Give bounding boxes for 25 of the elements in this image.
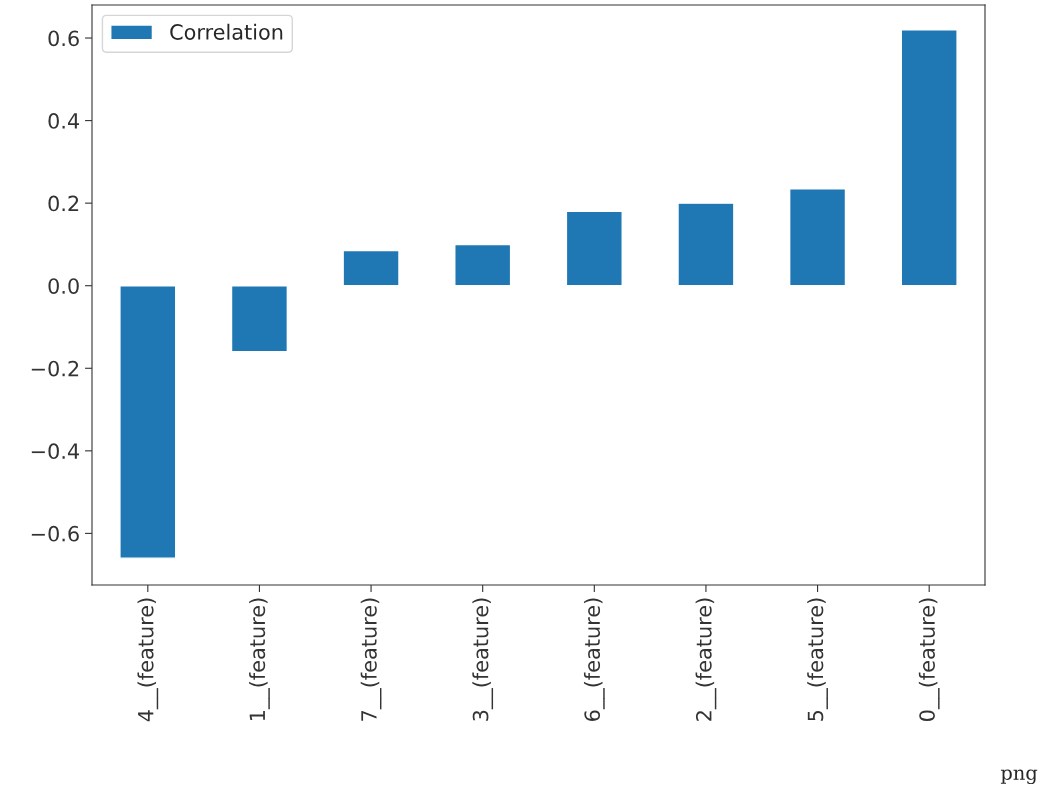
x-tick-label: 5__(feature)	[807, 598, 828, 721]
x-tick-label: 1__(feature)	[249, 598, 270, 721]
bar	[454, 243, 512, 287]
y-tick-label: 0.4	[48, 113, 80, 129]
y-tick-label: 0.0	[48, 278, 79, 294]
bar	[342, 249, 400, 287]
y-tick-label: −0.4	[31, 443, 80, 460]
y-tick-label: −0.6	[31, 525, 79, 542]
bar	[677, 202, 735, 287]
y-tick-label: 0.2	[48, 195, 79, 212]
bar	[788, 188, 847, 287]
x-tick-label: 7__(feature)	[360, 598, 382, 721]
text: png	[1000, 769, 1038, 785]
x-tick-label: 6__(feature)	[583, 598, 605, 721]
legend-label: Correlation	[170, 23, 283, 40]
y-tick-label: 0.6	[48, 30, 79, 47]
bar	[565, 210, 623, 287]
x-tick-label: 3__(feature)	[472, 598, 494, 721]
bar	[230, 285, 289, 353]
x-tick-label: 0__(feature)	[918, 598, 940, 721]
bar	[900, 29, 958, 287]
bar	[119, 285, 177, 559]
y-tick-label: −0.2	[31, 360, 79, 377]
x-tick-label: 2__(feature)	[695, 598, 717, 721]
x-tick-label: 4__(feature)	[137, 598, 159, 722]
